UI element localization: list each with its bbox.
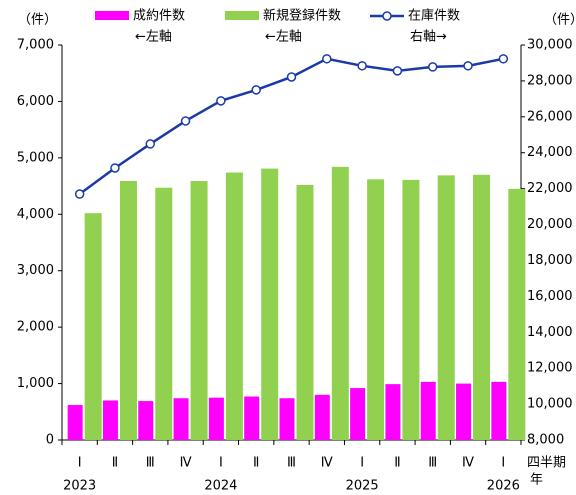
bar [491,381,507,440]
bar [155,187,173,440]
y2-axis-label: （件） [544,13,576,28]
bar [367,179,385,441]
y2-tick-label: 12,000 [527,361,573,376]
y-tick-label: 6,000 [17,94,54,109]
x-tick-label: Ⅳ [321,456,333,471]
x-tick-label: Ⅲ [287,456,296,471]
marker [251,85,261,95]
marker [322,54,332,64]
y2-tick-label: 28,000 [527,73,573,88]
bar [331,166,349,440]
legend-note: ←左軸 [135,30,172,45]
bar [437,175,455,440]
bar [244,396,260,440]
marker [74,189,85,199]
bar [84,213,102,440]
marker [463,61,473,71]
bar [296,184,314,440]
bar [67,405,83,440]
legend-note: 右軸→ [410,30,447,45]
year-label: 2026 [487,479,520,494]
bar [420,381,436,440]
y2-tick-label: 30,000 [527,38,573,53]
x-axis-label: 四半期 [527,456,566,471]
marker [392,66,403,76]
bar [456,383,472,440]
y2-tick-label: 22,000 [527,181,573,196]
marker [357,61,367,71]
bar [138,401,154,440]
x-tick-label: Ⅰ [501,456,505,471]
year-label: 2023 [63,479,96,494]
marker [216,96,226,106]
y-tick-label: 7,000 [17,38,54,53]
y2-tick-label: 24,000 [527,145,573,160]
legend-swatch [95,11,129,20]
y-axis-label: （件） [18,13,57,28]
y-tick-label: 1,000 [17,376,54,391]
bar [402,179,420,440]
bar [350,388,366,440]
y2-tick-label: 16,000 [527,289,573,304]
legend-label: 成約件数 [133,9,185,24]
x-tick-label: Ⅱ [112,456,118,471]
bar [261,168,279,441]
y-tick-label: 4,000 [17,207,54,222]
bar [119,180,137,440]
bar [208,397,224,440]
y-tick-label: 5,000 [17,150,54,165]
legend-label: 新規登録件数 [263,8,341,24]
bar [473,174,491,441]
bar [508,188,526,440]
x-tick-label: Ⅳ [462,456,474,471]
y-tick-label: 3,000 [17,263,54,278]
marker [110,163,120,173]
legend-label: 在庫件数 [408,9,460,24]
legend-swatch [225,11,259,20]
x-tick-label: Ⅱ [253,456,259,471]
year-label: 2025 [346,479,379,494]
legend-marker [382,11,392,21]
y2-tick-label: 8,000 [527,433,564,448]
bar [173,398,189,440]
x-tick-label: Ⅲ [146,456,155,471]
y2-tick-label: 18,000 [527,253,573,268]
y2-tick-label: 10,000 [527,397,573,412]
bar [385,384,401,440]
x-tick-label: Ⅰ [78,456,82,471]
marker [427,62,438,72]
marker [498,54,509,64]
marker [286,72,297,82]
x-tick-label: Ⅲ [428,456,437,471]
bar [190,180,208,440]
marker [145,139,156,149]
marker [180,116,191,126]
legend-note: ←左軸 [265,30,302,45]
y2-tick-label: 20,000 [527,217,573,232]
x-tick-label: Ⅰ [219,456,223,471]
year-label: 2024 [204,479,237,494]
bar [102,400,118,440]
bar [314,394,330,440]
x-tick-label: Ⅱ [394,456,400,471]
x-axis-label: 年 [530,473,543,488]
bar [225,172,243,440]
bar [279,398,295,440]
y2-tick-label: 26,000 [527,109,573,124]
y-tick-label: 0 [46,433,54,448]
x-tick-label: Ⅰ [360,456,364,471]
y-tick-label: 2,000 [17,320,54,335]
y2-tick-label: 14,000 [527,325,573,340]
x-tick-label: Ⅳ [180,456,192,471]
